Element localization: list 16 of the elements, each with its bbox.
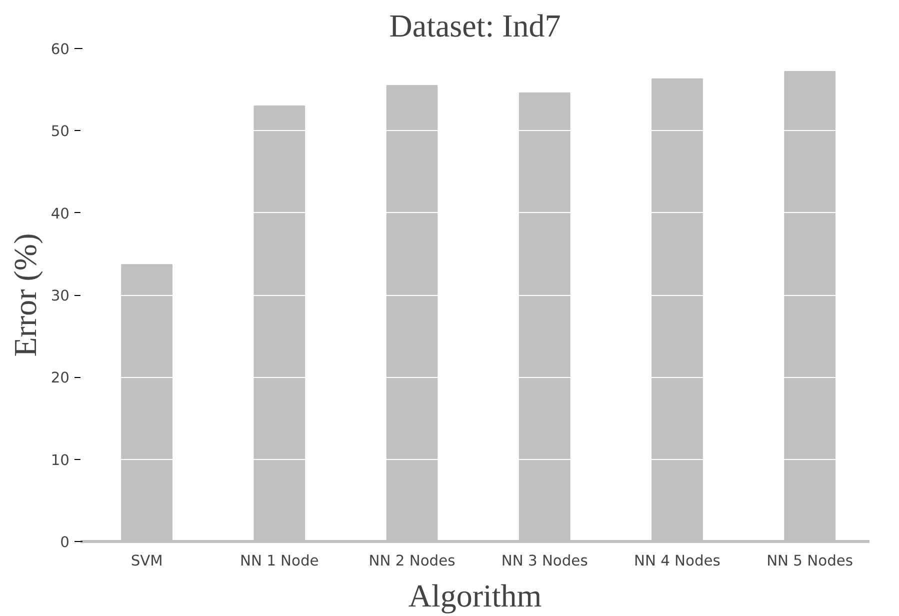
x-axis-title: Algorithm <box>408 578 542 614</box>
x-tick-label: SVM <box>130 552 163 570</box>
y-tick-label: 50 <box>50 123 70 140</box>
y-axis-title: Error (%) <box>6 233 43 357</box>
y-tick-label: 0 <box>60 534 70 551</box>
chart-title: Dataset: Ind7 <box>389 8 561 44</box>
y-tick-label: 60 <box>50 41 70 58</box>
y-tick-label: 30 <box>50 288 70 304</box>
x-tick-label: NN 2 Nodes <box>368 552 456 570</box>
x-tick-label: NN 1 Node <box>240 552 319 570</box>
x-tick-label: NN 3 Nodes <box>501 552 588 570</box>
y-tick-label: 40 <box>50 205 70 222</box>
y-tick-label: 10 <box>50 452 70 469</box>
x-tick-label: NN 5 Nodes <box>766 552 854 570</box>
y-tick-label: 20 <box>50 370 70 387</box>
x-tick-label: NN 4 Nodes <box>634 552 720 570</box>
